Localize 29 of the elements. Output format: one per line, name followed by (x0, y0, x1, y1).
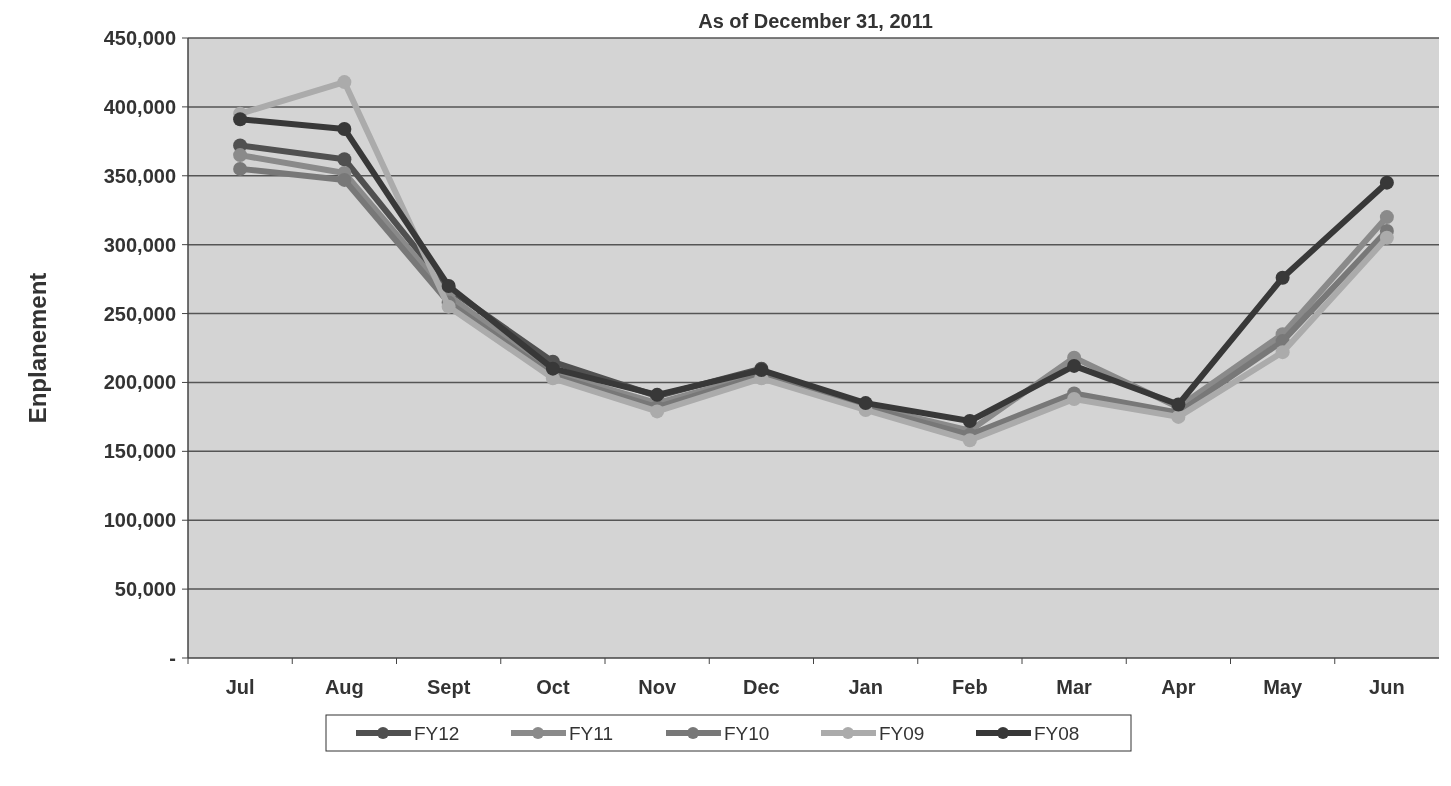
y-tick-label: 350,000 (103, 164, 176, 187)
y-tick-label: 250,000 (103, 302, 176, 325)
legend-label: FY09 (879, 722, 925, 744)
y-tick-label: 400,000 (103, 95, 176, 118)
chart-title: As of December 31, 2011 (698, 10, 933, 32)
x-tick-label: Jul (225, 676, 255, 698)
legend-label: FY11 (569, 722, 614, 744)
legend-label: FY08 (1034, 722, 1080, 744)
x-tick-label: Feb (952, 676, 988, 698)
y-axis-title: Enplanement (24, 272, 51, 424)
y-tick-label: 50,000 (114, 578, 176, 601)
x-tick-label: Dec (743, 676, 780, 698)
x-tick-label: Sept (426, 676, 471, 698)
y-tick-label: 300,000 (103, 233, 176, 256)
y-tick-label: 100,000 (103, 509, 176, 532)
x-tick-label: Mar (1056, 676, 1093, 698)
x-tick-label: Aug (324, 676, 364, 698)
x-tick-label: May (1263, 676, 1303, 698)
y-tick-label: 450,000 (103, 27, 176, 49)
legend-label: FY10 (724, 722, 770, 744)
y-tick-label: - (169, 647, 176, 669)
x-tick-label: Jan (848, 676, 883, 698)
legend-label: FY12 (414, 722, 460, 744)
x-tick-label: Nov (638, 676, 677, 698)
x-tick-label: Apr (1161, 676, 1196, 698)
y-tick-label: 200,000 (103, 371, 176, 394)
x-tick-label: Oct (536, 676, 570, 698)
y-tick-label: 150,000 (103, 440, 176, 463)
x-tick-label: Jun (1369, 676, 1405, 698)
